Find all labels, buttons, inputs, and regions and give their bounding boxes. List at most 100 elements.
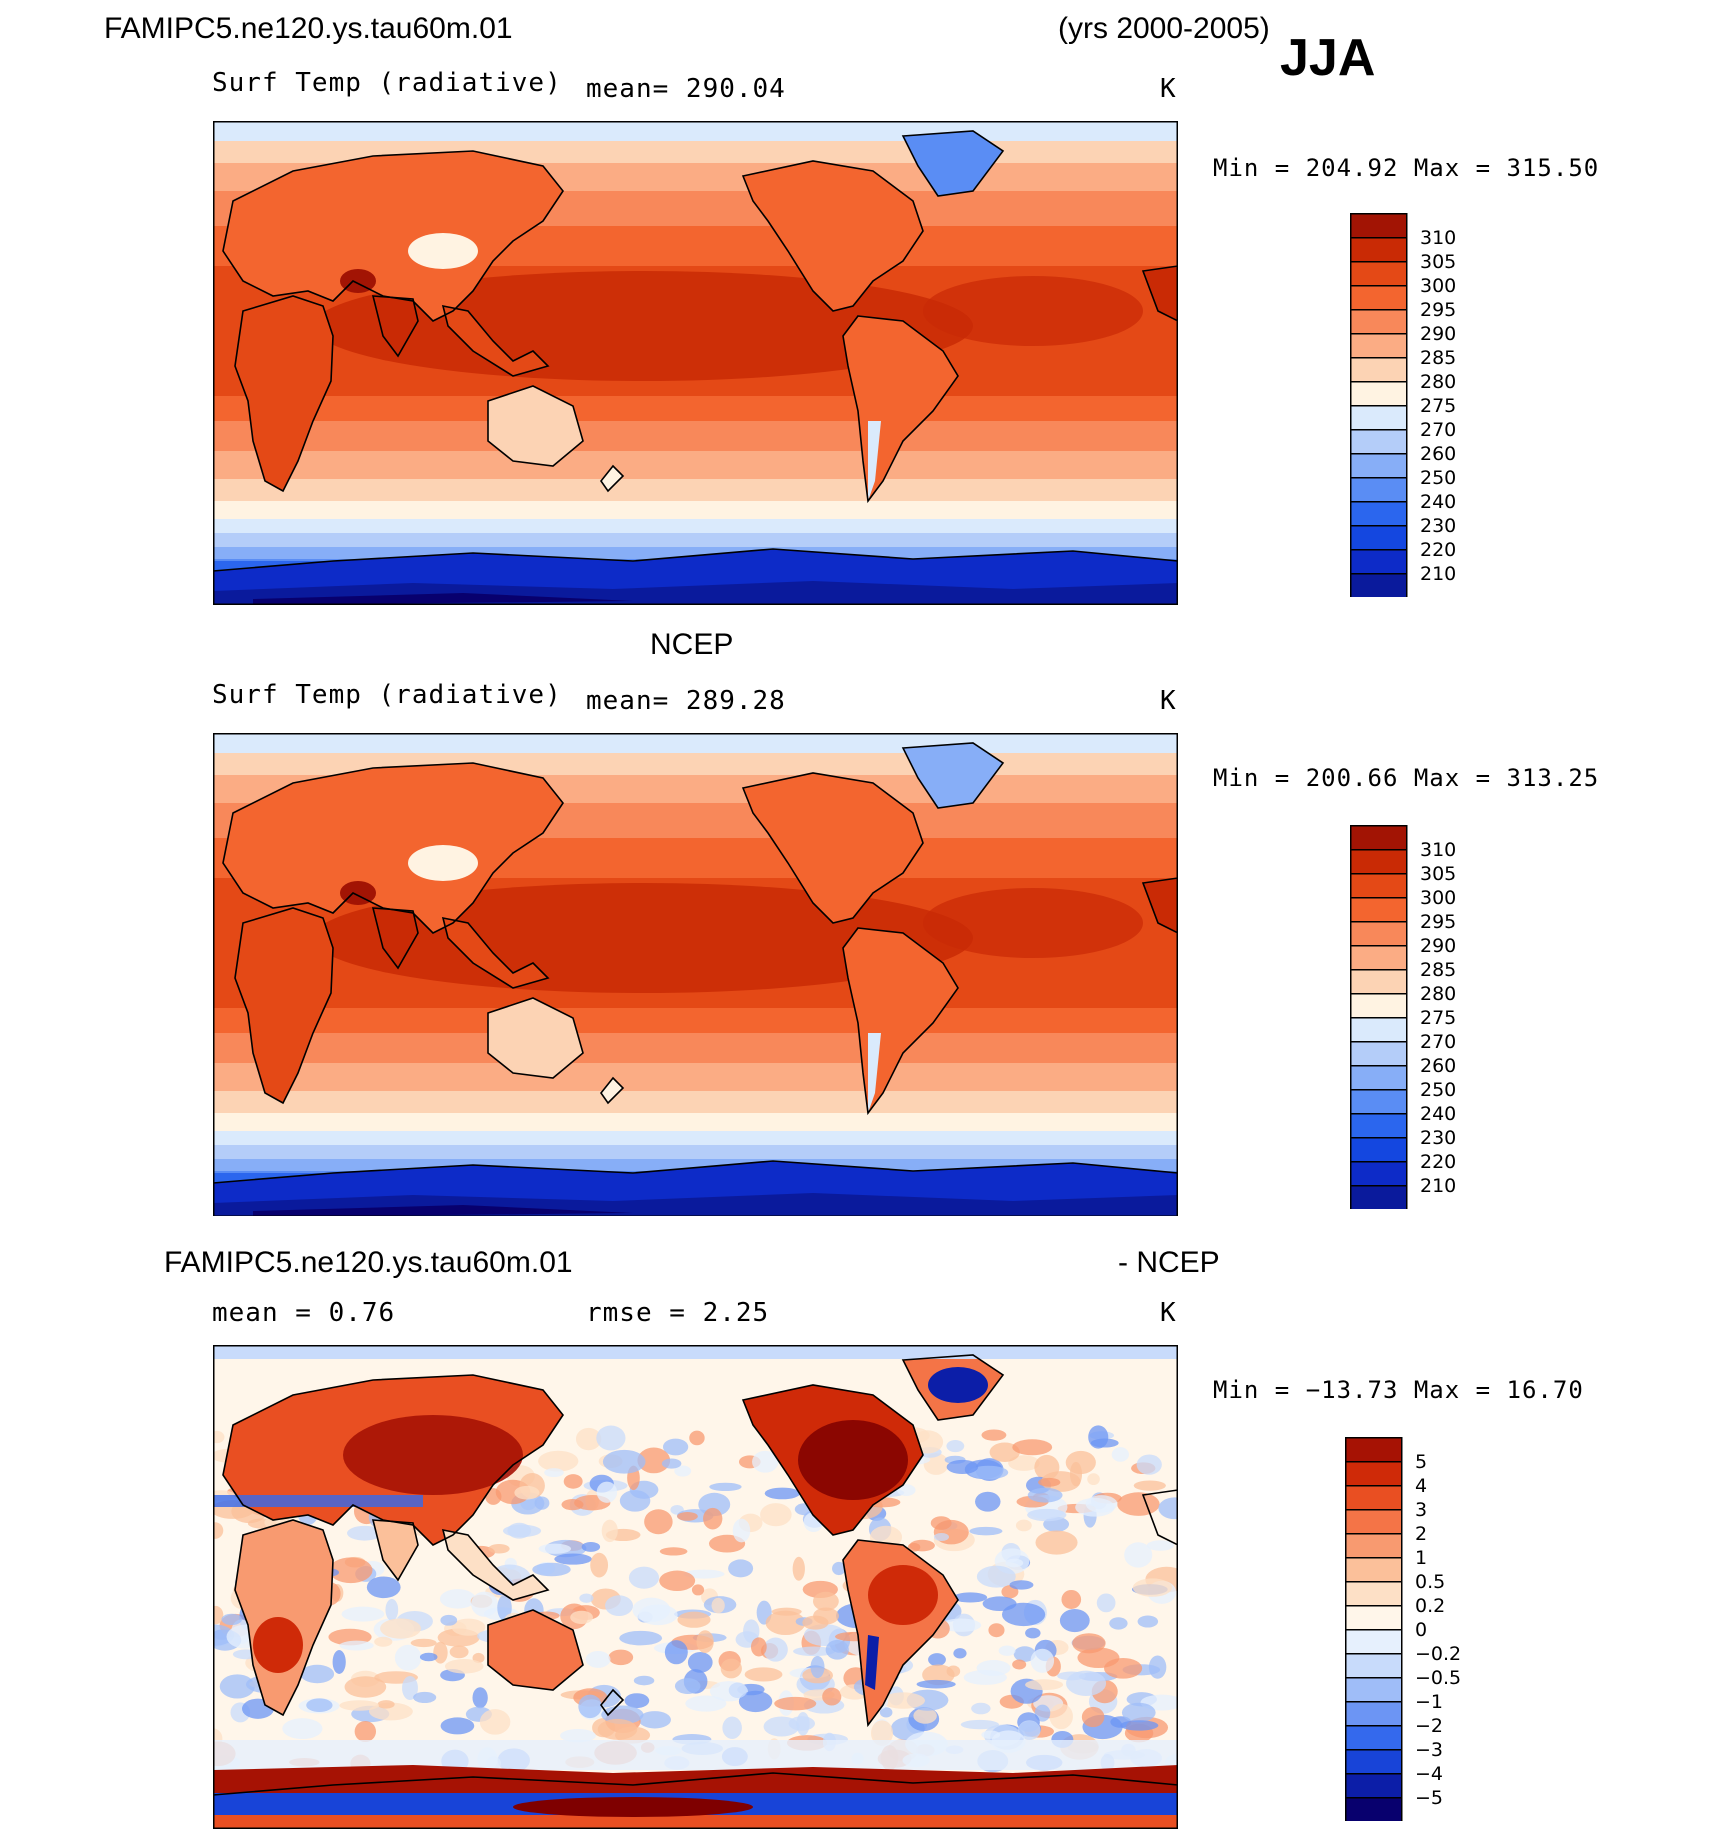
colorbar-tick-label: 210 [1420, 1175, 1456, 1197]
colorbar-tick-label: 0.5 [1415, 1571, 1445, 1593]
colorbar-tick-label: 4 [1415, 1475, 1427, 1497]
panel2-variable: Surf Temp (radiative) [212, 680, 562, 710]
colorbar-swatch [1350, 261, 1408, 287]
colorbar-swatch [1350, 993, 1408, 1019]
colorbar-swatch [1350, 1017, 1408, 1043]
colorbar-swatch [1350, 285, 1408, 311]
colorbar-swatch [1350, 1137, 1408, 1163]
colorbar-swatch [1350, 213, 1408, 239]
panel2-units: K [1160, 686, 1177, 716]
colorbar-swatch [1350, 825, 1408, 851]
panel3-title-right: - NCEP [1118, 1246, 1220, 1279]
colorbar-swatch [1345, 1677, 1403, 1703]
panel3-rmse: rmse = 2.25 [586, 1298, 770, 1328]
colorbar-swatch [1350, 849, 1408, 875]
colorbar-tick-label: 0 [1415, 1619, 1427, 1641]
colorbar-swatch [1350, 897, 1408, 923]
colorbar-tick-label: 310 [1420, 839, 1456, 861]
colorbar-tick-label: 285 [1420, 347, 1456, 369]
case-title: FAMIPC5.ne120.ys.tau60m.01 [104, 12, 513, 45]
panel1-min-max: Min = 204.92 Max = 315.50 [1213, 154, 1600, 182]
colorbar-tick-label: 3 [1415, 1499, 1427, 1521]
colorbar-tick-label: 250 [1420, 467, 1456, 489]
colorbar-tick-label: 1 [1415, 1547, 1427, 1569]
colorbar-tick-label: 295 [1420, 911, 1456, 933]
colorbar-swatch [1350, 549, 1408, 575]
colorbar-swatch [1345, 1461, 1403, 1487]
colorbar-tick-label: −5 [1415, 1787, 1443, 1809]
colorbar-tick-label: 230 [1420, 515, 1456, 537]
colorbar-swatch [1345, 1773, 1403, 1799]
colorbar-tick-label: 305 [1420, 863, 1456, 885]
colorbar-swatch [1350, 237, 1408, 263]
colorbar-swatch [1350, 333, 1408, 359]
colorbar-swatch [1350, 309, 1408, 335]
colorbar-swatch [1350, 1041, 1408, 1067]
colorbar-swatch [1350, 453, 1408, 479]
colorbar-tick-label: −2 [1415, 1715, 1443, 1737]
colorbar-swatch [1350, 573, 1408, 597]
colorbar-swatch [1350, 1113, 1408, 1139]
colorbar-tick-label: 240 [1420, 491, 1456, 513]
colorbar-tick-label: 305 [1420, 251, 1456, 273]
colorbar-tick-label: 280 [1420, 983, 1456, 1005]
colorbar-tick-label: −3 [1415, 1739, 1443, 1761]
colorbar-tick-label: 290 [1420, 935, 1456, 957]
colorbar-tick-label: 260 [1420, 443, 1456, 465]
colorbar-swatch [1345, 1629, 1403, 1655]
colorbar-swatch [1345, 1701, 1403, 1727]
panel3-units: K [1160, 1298, 1177, 1328]
colorbar-swatch [1350, 525, 1408, 551]
colorbar-swatch [1350, 873, 1408, 899]
colorbar-tick-label: 230 [1420, 1127, 1456, 1149]
colorbar-swatch [1345, 1509, 1403, 1535]
years-label: (yrs 2000-2005) [1058, 12, 1270, 45]
colorbar-swatch [1345, 1485, 1403, 1511]
colorbar-tick-label: 270 [1420, 1031, 1456, 1053]
panel1-mean: mean= 290.04 [586, 74, 786, 104]
panel2-title: NCEP [650, 628, 734, 661]
panel3-mean: mean = 0.76 [212, 1298, 396, 1328]
difference-map [213, 1345, 1178, 1829]
colorbar-tick-label: −0.5 [1415, 1667, 1461, 1689]
panel2-mean: mean= 289.28 [586, 686, 786, 716]
colorbar-swatch [1350, 1185, 1408, 1209]
colorbar-swatch [1345, 1605, 1403, 1631]
colorbar-swatch [1350, 477, 1408, 503]
panel1-colorbar: 3103053002952902852802752702602502402302… [1350, 213, 1456, 597]
colorbar-swatch [1345, 1653, 1403, 1679]
colorbar-swatch [1345, 1437, 1403, 1463]
colorbar-tick-label: 220 [1420, 1151, 1456, 1173]
colorbar-tick-label: 5 [1415, 1451, 1427, 1473]
panel1-variable: Surf Temp (radiative) [212, 68, 562, 98]
colorbar-swatch [1345, 1533, 1403, 1559]
colorbar-swatch [1345, 1581, 1403, 1607]
colorbar-swatch [1350, 921, 1408, 947]
season-label: JJA [1280, 29, 1376, 87]
colorbar-tick-label: 240 [1420, 1103, 1456, 1125]
colorbar-tick-label: 300 [1420, 275, 1456, 297]
colorbar-tick-label: −1 [1415, 1691, 1443, 1713]
colorbar-tick-label: 290 [1420, 323, 1456, 345]
colorbar-swatch [1345, 1557, 1403, 1583]
panel2-colorbar: 3103053002952902852802752702602502402302… [1350, 825, 1456, 1209]
colorbar-tick-label: 0.2 [1415, 1595, 1445, 1617]
colorbar-swatch [1345, 1797, 1403, 1821]
colorbar-tick-label: −0.2 [1415, 1643, 1461, 1665]
colorbar-swatch [1350, 945, 1408, 971]
colorbar-swatch [1350, 1089, 1408, 1115]
colorbar-tick-label: 310 [1420, 227, 1456, 249]
colorbar-tick-label: 270 [1420, 419, 1456, 441]
colorbar-swatch [1350, 405, 1408, 431]
colorbar-tick-label: 285 [1420, 959, 1456, 981]
colorbar-tick-label: 275 [1420, 395, 1456, 417]
colorbar-tick-label: 260 [1420, 1055, 1456, 1077]
panel3-title-left: FAMIPC5.ne120.ys.tau60m.01 [164, 1246, 573, 1279]
colorbar-swatch [1350, 1065, 1408, 1091]
model-surface-temperature-map [213, 121, 1178, 605]
colorbar-tick-label: 2 [1415, 1523, 1427, 1545]
colorbar-tick-label: 250 [1420, 1079, 1456, 1101]
colorbar-tick-label: 275 [1420, 1007, 1456, 1029]
colorbar-swatch [1350, 969, 1408, 995]
